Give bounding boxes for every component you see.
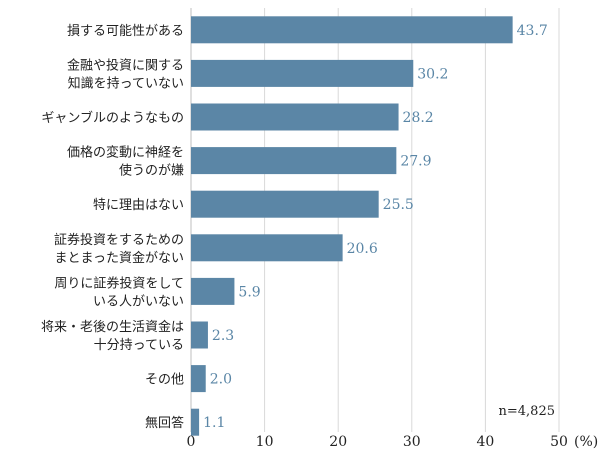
bar-value-label: 20.6 xyxy=(347,241,378,257)
category-label-line: 知識を持っていない xyxy=(68,75,184,91)
category-label: 金融や投資に関する知識を持っていない xyxy=(67,57,184,91)
value-labels: 43.7 30.2 28.2 27.9 25.5 20.6 5.9 2.3 2.0 1.1 xyxy=(203,23,548,431)
bar xyxy=(191,190,379,218)
category-label-line: 損する可能性がある xyxy=(67,24,184,39)
bar xyxy=(191,321,208,349)
bar-value-label: 30.2 xyxy=(417,66,448,82)
category-label: 証券投資をするためのまとまった資金がない xyxy=(54,232,184,266)
x-axis-ticks: 0 10 20 30 40 50 xyxy=(187,434,568,450)
bar-value-label: 5.9 xyxy=(238,284,260,300)
category-label-line: 周りに証券投資をして xyxy=(54,275,184,291)
category-label: その他 xyxy=(145,373,184,388)
x-tick-label: 10 xyxy=(256,434,274,450)
category-label-line: まとまった資金がない xyxy=(55,250,184,266)
category-label: ギャンブルのようなもの xyxy=(41,110,184,126)
bar xyxy=(191,234,343,262)
bar xyxy=(191,103,399,131)
category-label-line: いる人がいない xyxy=(93,294,184,309)
bar xyxy=(191,147,397,175)
bar-value-label: 1.1 xyxy=(203,415,225,431)
category-label: 将来・老後の生活資金は十分持っている xyxy=(41,319,184,353)
bar-value-label: 28.2 xyxy=(403,110,434,126)
category-label-line: 特に理由はない xyxy=(93,198,184,213)
x-tick-label: 40 xyxy=(476,434,494,450)
category-labels: 損する可能性がある金融や投資に関する知識を持っていないギャンブルのようなもの価格… xyxy=(41,24,184,431)
category-label-line: ギャンブルのようなもの xyxy=(41,110,184,126)
x-tick-label: 0 xyxy=(187,434,196,450)
category-label-line: 価格の変動に神経を xyxy=(67,145,184,161)
bar xyxy=(191,408,200,436)
bar-value-label: 43.7 xyxy=(517,23,548,39)
category-label: 無回答 xyxy=(145,415,184,431)
x-tick-label: 50 xyxy=(550,434,568,450)
category-label-line: 証券投資をするための xyxy=(54,232,184,248)
sample-size-note: n=4,825 xyxy=(499,404,555,419)
category-label: 特に理由はない xyxy=(93,198,184,213)
bar-value-label: 2.0 xyxy=(210,372,232,388)
category-label: 価格の変動に神経を使うのが嫌 xyxy=(67,145,184,179)
category-label-line: 金融や投資に関する xyxy=(67,57,184,73)
category-label-line: 使うのが嫌 xyxy=(119,163,184,179)
category-label: 損する可能性がある xyxy=(67,24,184,39)
bar-value-label: 2.3 xyxy=(212,328,234,344)
bars xyxy=(191,16,513,436)
bar-value-label: 27.9 xyxy=(400,154,431,170)
category-label-line: 将来・老後の生活資金は xyxy=(41,319,184,335)
x-tick-label: 30 xyxy=(403,434,421,450)
bar xyxy=(191,59,414,87)
bar xyxy=(191,365,206,393)
bar xyxy=(191,16,513,44)
bar-value-label: 25.5 xyxy=(383,197,414,213)
category-label-line: 十分持っている xyxy=(94,338,184,353)
bar xyxy=(191,277,235,305)
x-tick-label: 20 xyxy=(329,434,347,450)
category-label: 周りに証券投資をしている人がいない xyxy=(54,275,184,309)
x-axis-unit-label: (%) xyxy=(574,434,598,450)
category-label-line: その他 xyxy=(145,373,184,388)
category-label-line: 無回答 xyxy=(145,415,184,431)
